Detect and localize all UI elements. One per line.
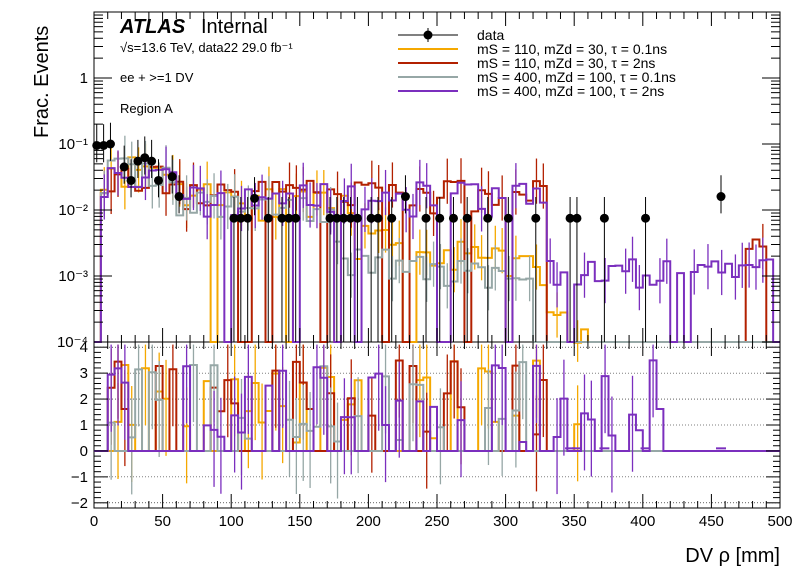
data-point — [435, 213, 445, 223]
x-axis-title: DV ρ [mm] — [685, 545, 780, 567]
data-point — [174, 192, 184, 202]
ratio-x-tick-label: 0 — [90, 513, 98, 530]
legend-label: mS = 110, mZd = 30, τ = 2ns — [477, 55, 655, 71]
data-point — [243, 213, 253, 223]
ratio-x-tick-label: 450 — [699, 513, 724, 530]
data-point — [373, 213, 383, 223]
data-point — [99, 140, 109, 150]
ratio-x-tick-label: 300 — [493, 513, 518, 530]
data-point — [599, 213, 609, 223]
data-point — [421, 213, 431, 223]
atlas-label: ATLAS — [119, 16, 186, 38]
signal-hist-3 — [94, 167, 780, 343]
main-y-tick-label: 1 — [80, 70, 88, 87]
main-signal-histograms — [94, 135, 780, 362]
legend-label: mS = 400, mZd = 100, τ = 2ns — [477, 83, 664, 99]
data-point — [229, 213, 239, 223]
data-point — [332, 213, 342, 223]
ratio-y-tick-label: 3 — [80, 365, 88, 382]
data-point — [153, 175, 163, 185]
ratio-y-tick-label: 2 — [80, 391, 88, 408]
main-y-tick-label: 10⁻³ — [58, 268, 88, 285]
legend-marker — [423, 30, 433, 40]
data-point — [277, 213, 287, 223]
legend-label: data — [477, 27, 504, 43]
data-point — [565, 213, 575, 223]
legend-label: mS = 110, mZd = 30, τ = 0.1ns — [477, 41, 667, 57]
data-point — [167, 172, 177, 182]
data-point — [366, 213, 376, 223]
energy-lumi-label: √s=13.6 TeV, data22 29.0 fb⁻¹ — [120, 40, 293, 55]
ratio-y-tick-label: −2 — [71, 495, 88, 512]
data-point — [147, 156, 157, 166]
ratio-x-tick-label: 100 — [219, 513, 244, 530]
ratio-x-tick-label: 150 — [287, 513, 312, 530]
data-point — [387, 213, 397, 223]
atlas-status: Internal — [201, 16, 268, 38]
ratio-y-tick-label: 0 — [80, 443, 88, 460]
data-point — [462, 213, 472, 223]
data-point — [291, 213, 301, 223]
data-point — [400, 192, 410, 202]
data-point — [92, 140, 102, 150]
axes: 10⁻⁴10⁻³10⁻²10⁻¹10 50 100 150 200 250 300 350 40… — [57, 12, 793, 530]
ratio-x-tick-label: 500 — [767, 513, 792, 530]
data-point — [572, 213, 582, 223]
data-point — [503, 213, 513, 223]
data-point — [325, 213, 335, 223]
data-point — [250, 193, 260, 203]
data-point — [236, 213, 246, 223]
main-y-tick-label: 10⁻¹ — [58, 136, 88, 153]
ratio-x-tick-label: 350 — [562, 513, 587, 530]
y-axis-title: Frac. Events — [31, 26, 53, 138]
data-point — [346, 213, 356, 223]
data-point — [448, 213, 458, 223]
data-point — [716, 192, 726, 202]
data-point — [352, 213, 362, 223]
data-point — [641, 213, 651, 223]
data-point — [263, 213, 273, 223]
data-point — [339, 213, 349, 223]
ratio-x-tick-label: 50 — [154, 513, 171, 530]
ratio-x-tick-label: 250 — [424, 513, 449, 530]
selection-label: ee + >=1 DV — [120, 70, 194, 85]
ratio-signal-histograms — [94, 344, 780, 499]
main-y-tick-label: 10⁻⁴ — [57, 334, 88, 351]
legend-label: mS = 400, mZd = 100, τ = 0.1ns — [477, 69, 676, 85]
data-point — [119, 162, 129, 172]
data-point — [133, 156, 143, 166]
region-label: Region A — [120, 101, 173, 116]
data-point — [531, 213, 541, 223]
ratio-x-tick-label: 400 — [630, 513, 655, 530]
data-point — [140, 153, 150, 163]
data-point — [284, 213, 294, 223]
ratio-y-tick-label: −1 — [71, 469, 88, 486]
ratio-y-tick-label: 4 — [80, 339, 88, 356]
main-y-tick-label: 10⁻² — [58, 202, 88, 219]
signal-hist-2 — [94, 157, 780, 343]
data-point — [126, 175, 136, 185]
ratio-hist-3 — [94, 359, 780, 452]
data-point — [483, 213, 493, 223]
data-points — [92, 122, 726, 342]
ratio-x-tick-label: 200 — [356, 513, 381, 530]
ratio-y-tick-label: 1 — [80, 417, 88, 434]
